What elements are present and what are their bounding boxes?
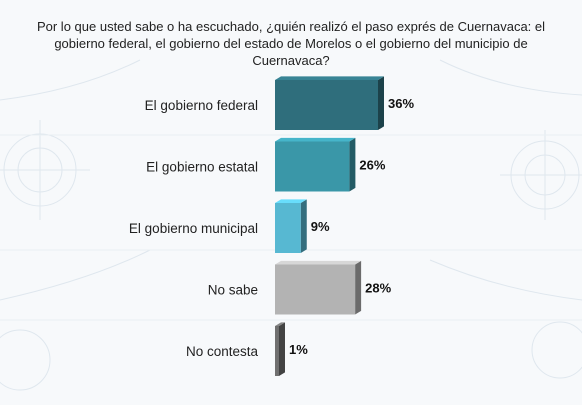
value-label-el-gobierno-federal: 36% [388, 96, 414, 111]
bar-side-el-gobierno-estatal [349, 137, 356, 192]
bar-group-el-gobierno-estatal: El gobierno estatal 26% [146, 137, 386, 192]
category-label-no-contesta: No contesta [186, 344, 259, 359]
category-label-el-gobierno-municipal: El gobierno municipal [129, 221, 258, 236]
bar-no-sabe [275, 264, 356, 315]
value-label-no-contesta: 1% [289, 342, 308, 357]
bar-no-contesta [275, 326, 279, 376]
bar-top-el-gobierno-federal [275, 76, 384, 80]
bar-top-el-gobierno-estatal [275, 137, 356, 142]
bar-el-gobierno-estatal [275, 141, 350, 192]
bar-side-el-gobierno-federal [378, 76, 384, 130]
value-label-no-sabe: 28% [365, 281, 391, 296]
category-label-el-gobierno-estatal: El gobierno estatal [146, 160, 258, 175]
bar-side-no-contesta [279, 322, 285, 376]
chart-title: Por lo que usted sabe o ha escuchado, ¿q… [36, 19, 546, 68]
bar-el-gobierno-federal [275, 80, 378, 130]
bar-top-no-sabe [275, 260, 362, 265]
bar-group-el-gobierno-federal: El gobierno federal 36% [145, 76, 414, 130]
bar-side-el-gobierno-municipal [300, 199, 307, 253]
bar-group-el-gobierno-municipal: El gobierno municipal 9% [129, 199, 330, 253]
value-label-el-gobierno-municipal: 9% [311, 219, 330, 234]
bar-el-gobierno-municipal [275, 203, 301, 253]
category-label-el-gobierno-federal: El gobierno federal [145, 98, 258, 113]
bar-group-no-contesta: No contesta 1% [186, 322, 308, 376]
bar-top-el-gobierno-municipal [275, 199, 307, 203]
bar-group-no-sabe: No sabe 28% [208, 260, 392, 315]
value-label-el-gobierno-estatal: 26% [359, 158, 385, 173]
bar-side-no-sabe [355, 260, 362, 315]
bar-top-no-contesta [275, 322, 285, 326]
category-label-no-sabe: No sabe [208, 283, 258, 298]
